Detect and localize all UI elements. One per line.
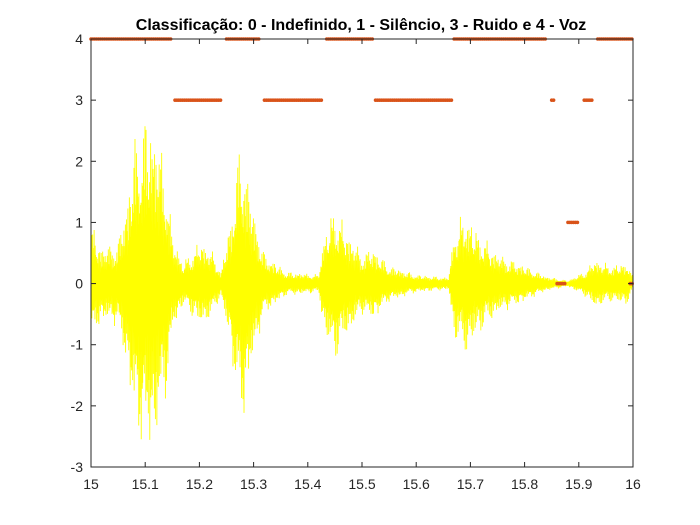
class-marker	[218, 98, 223, 102]
axes-background	[91, 39, 633, 467]
waveform-series	[91, 126, 633, 440]
x-tick-label: 15.6	[403, 476, 430, 492]
y-tick-label: 2	[75, 153, 83, 169]
x-axis: 15 15.1 15.2 15.3 15.4 15.5 15.6 15.7 15.8 15.9 16	[83, 39, 641, 492]
x-tick-label: 15	[83, 476, 99, 492]
x-tick-label: 16	[625, 476, 641, 492]
x-tick-label: 15.8	[511, 476, 538, 492]
y-tick-label: -2	[71, 398, 84, 414]
plot-area: 15 15.1 15.2 15.3 15.4 15.5 15.6 15.7 15.8 15.9 16…	[71, 31, 641, 492]
classification-series	[89, 37, 634, 286]
y-tick-label: 3	[75, 92, 83, 108]
class-marker	[590, 98, 594, 102]
chart-title: Classificação: 0 - Indefinido, 1 - Silên…	[136, 17, 586, 34]
class-marker	[575, 220, 580, 225]
class-marker	[551, 98, 556, 102]
x-tick-label: 15.3	[240, 476, 267, 492]
y-tick-label: -3	[71, 459, 84, 475]
x-tick-label: 15.7	[457, 476, 484, 492]
x-tick-label: 15.5	[348, 476, 375, 492]
waveform-line	[91, 126, 633, 440]
y-tick-label: -1	[71, 337, 84, 353]
class-marker	[319, 98, 324, 102]
y-tick-label: 0	[75, 276, 83, 292]
x-tick-label: 15.1	[132, 476, 159, 492]
y-axis: -3 -2 -1 0 1 2 3 4	[71, 31, 633, 475]
x-tick-label: 15.2	[186, 476, 213, 492]
y-tick-label: 4	[75, 31, 83, 47]
y-tick-label: 1	[75, 214, 83, 230]
class-marker	[562, 281, 567, 286]
x-tick-label: 15.9	[565, 476, 592, 492]
x-tick-label: 15.4	[294, 476, 321, 492]
class-marker	[449, 98, 454, 102]
